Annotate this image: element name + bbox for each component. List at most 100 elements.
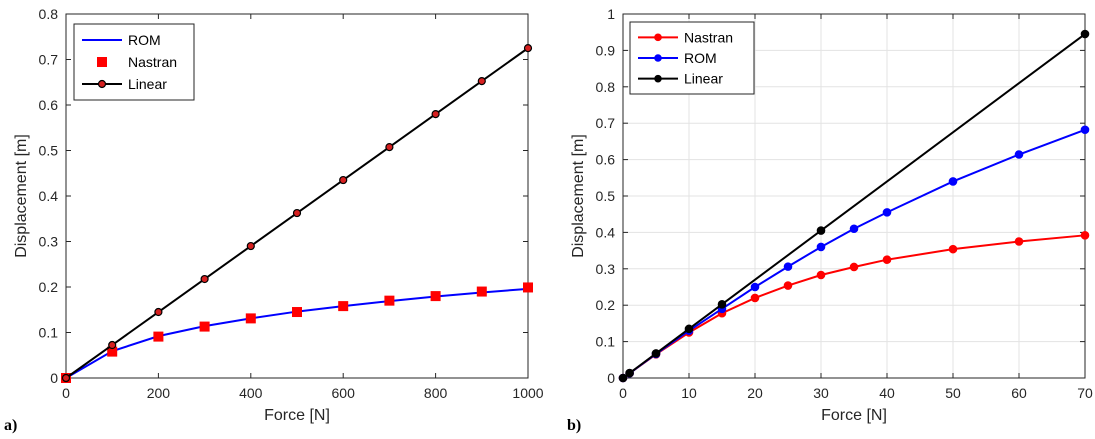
x-tick-label: 600 (332, 385, 356, 401)
legend-label: ROM (684, 50, 717, 66)
legend-label: Linear (128, 76, 167, 92)
data-point (948, 244, 958, 254)
x-axis-label: Force [N] (264, 407, 330, 424)
series-nastran (618, 231, 1090, 383)
data-point (1014, 237, 1024, 246)
chart-panel-b: 0 10 20 30 40 50 60 70 0 0.1 0.2 0.3 0.4 0.5 0.6 0.7 0.8… (567, 6, 1093, 434)
legend: Nastran ROM Linear (629, 21, 755, 95)
series-rom (65, 287, 529, 379)
data-point (625, 368, 634, 378)
y-tick-label: 0.8 (596, 79, 616, 95)
legend-label: Linear (684, 71, 723, 87)
data-point (292, 208, 302, 218)
data-point (245, 313, 256, 324)
x-tick-label: 60 (1011, 385, 1027, 401)
data-point (61, 373, 71, 383)
series-line (65, 287, 529, 379)
data-point (385, 142, 394, 152)
series-line (622, 234, 1086, 379)
legend-item-rom: ROM (638, 50, 717, 66)
y-tick-label: 0.4 (596, 224, 616, 240)
x-tick-label: 0 (62, 385, 70, 401)
data-point (1014, 150, 1024, 159)
y-tick-label: 1 (607, 6, 615, 22)
y-tick-label: 0 (50, 370, 58, 386)
legend-marker (654, 33, 662, 42)
y-tick-label: 0.5 (39, 143, 59, 159)
x-tick-label: 0 (619, 385, 627, 401)
x-tick-label: 200 (147, 385, 171, 401)
data-point (430, 291, 441, 302)
y-tick-label: 0.2 (596, 297, 616, 313)
data-point (108, 340, 117, 350)
data-point (750, 293, 760, 303)
panel-label: b) (567, 417, 581, 434)
y-tick-label: 0.1 (39, 325, 59, 341)
x-tick-label: 70 (1077, 385, 1093, 401)
y-tick-label: 0.6 (596, 152, 616, 168)
data-point (816, 242, 826, 252)
data-point (882, 255, 892, 265)
legend-item-linear: Linear (82, 76, 167, 92)
panel-label: a) (4, 417, 17, 434)
legend-label: ROM (128, 32, 161, 48)
data-point (684, 324, 694, 334)
data-point (816, 226, 826, 235)
legend-item-linear: Linear (638, 71, 723, 87)
legend-label: Nastran (684, 29, 733, 45)
y-tick-label: 0.9 (596, 42, 616, 58)
y-axis-label: Displacement [m] (570, 134, 587, 258)
y-tick-label: 0.8 (39, 6, 59, 22)
data-point (783, 281, 793, 290)
x-tick-label: 40 (879, 385, 895, 401)
data-point (523, 282, 533, 293)
legend-item-rom: ROM (82, 32, 161, 48)
y-tick-label: 0.6 (39, 97, 59, 113)
y-tick-label: 0.5 (596, 188, 616, 204)
legend-marker (654, 74, 662, 83)
data-point (477, 77, 486, 86)
legend: ROM Nastran Linear (73, 23, 195, 101)
chart-panel-a: 0 200 400 600 800 1000 0 0.1 0.2 0.3 0.4 0.5 0.6 0.7 0… (4, 6, 544, 434)
data-point (849, 262, 859, 272)
data-point (154, 307, 163, 317)
data-point (1080, 231, 1090, 240)
data-point (882, 208, 892, 217)
x-tick-label: 50 (945, 385, 961, 401)
y-tick-label: 0.3 (39, 234, 59, 250)
data-point (750, 282, 760, 292)
series-linear (618, 29, 1090, 383)
data-point (651, 349, 661, 358)
data-point (849, 224, 859, 234)
series-nastran (61, 282, 533, 383)
data-point (618, 373, 628, 383)
series-rom (618, 125, 1090, 383)
data-point (199, 321, 210, 332)
legend-box (73, 23, 195, 101)
data-point (948, 177, 958, 186)
x-tick-label: 800 (424, 385, 448, 401)
series-line (622, 128, 1086, 379)
y-tick-label: 0 (607, 370, 615, 386)
y-axis-label: Displacement [m] (13, 134, 30, 258)
legend-marker (97, 79, 107, 89)
y-tick-label: 0.7 (596, 115, 616, 131)
data-point (292, 307, 302, 318)
legend-item-nastran: Nastran (638, 29, 733, 45)
y-tick-label: 0.1 (596, 334, 616, 350)
x-axis-label: Force [N] (821, 407, 887, 424)
x-tick-label: 10 (681, 385, 697, 401)
x-tick-label: 30 (813, 385, 829, 401)
data-point (816, 270, 826, 280)
data-point (200, 274, 209, 284)
data-point (1080, 125, 1090, 135)
y-tick-label: 0.4 (39, 188, 59, 204)
data-point (153, 331, 164, 342)
data-point (339, 175, 348, 185)
legend-item-nastran: Nastran (97, 54, 177, 70)
legend-marker (654, 54, 662, 62)
x-tick-label: 400 (239, 385, 263, 401)
y-tick-label: 0.2 (39, 279, 59, 295)
data-point (246, 241, 255, 251)
